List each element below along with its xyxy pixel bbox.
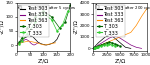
Text: LiNi$_{0.6}$T after 200 cycles: LiNi$_{0.6}$T after 200 cycles	[109, 4, 150, 12]
Y-axis label: -Z''/Ω: -Z''/Ω	[0, 19, 5, 34]
Legend: Test 303, Test 333, Test 363, T_303, T_333: Test 303, Test 333, Test 363, T_303, T_3…	[19, 5, 49, 37]
Legend: Test 303, Test 333, Test 363, T_303, T_333: Test 303, Test 333, Test 363, T_303, T_3…	[96, 5, 125, 37]
Y-axis label: -Z''/Ω: -Z''/Ω	[73, 19, 78, 34]
Text: b: b	[94, 4, 99, 10]
Text: a: a	[18, 4, 22, 10]
X-axis label: Z'/Ω: Z'/Ω	[38, 59, 49, 64]
X-axis label: Z'/Ω: Z'/Ω	[114, 59, 126, 64]
Text: LiNi$_{0.6}$T after 5 cycles: LiNi$_{0.6}$T after 5 cycles	[33, 4, 76, 12]
